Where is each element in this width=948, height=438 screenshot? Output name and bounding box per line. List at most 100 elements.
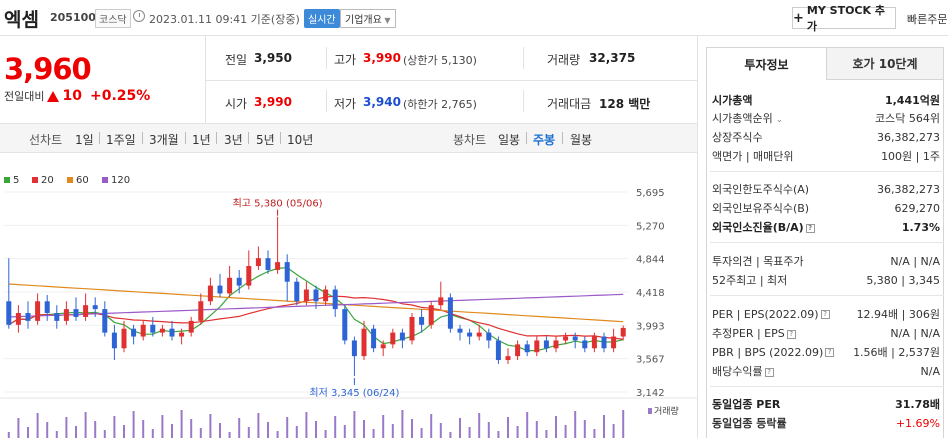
candle-body [131, 328, 137, 337]
tab-weekly[interactable]: 주봉 [533, 133, 556, 147]
realtime-button[interactable]: 실시간 [304, 9, 340, 28]
company-info-label: 기업개요 [345, 15, 382, 26]
volume-bar [276, 431, 279, 438]
tab-1w[interactable]: 1주일 [106, 133, 136, 147]
current-price: 3,960 [4, 52, 92, 86]
divider [216, 132, 217, 144]
volume-bar [55, 431, 58, 438]
volume-bar [353, 411, 356, 438]
volume-bar [103, 430, 106, 438]
candle-body [495, 340, 501, 361]
tab-monthly[interactable]: 월봉 [570, 133, 593, 147]
volume-bar [535, 421, 538, 438]
volume-bar [286, 417, 289, 438]
volume-bar [603, 415, 605, 438]
tab-3y[interactable]: 3년 [224, 133, 243, 147]
volume-bar [372, 429, 375, 438]
dividend-label: 배당수익률 [712, 365, 763, 378]
high-annotation: 최고 5,380 (05/06) [233, 198, 323, 210]
ma-legend-label: 20 [41, 175, 54, 186]
candle-body [371, 328, 377, 349]
tab-daily[interactable]: 일봉 [498, 133, 521, 147]
volume-bar [468, 427, 471, 438]
volume-bar [622, 410, 625, 438]
candle-body [227, 277, 233, 294]
volume-bar [123, 425, 125, 438]
change-value: 10 [62, 88, 82, 104]
candle-body [169, 328, 175, 337]
candle-body [515, 344, 521, 357]
volume-bar [238, 418, 241, 438]
divider [205, 36, 206, 123]
per-value: 12.94배 | 306원 [856, 308, 940, 321]
volume-bar [46, 422, 49, 438]
shares-label: 상장주식수 [712, 131, 763, 144]
divider [523, 47, 524, 69]
divider [248, 132, 249, 144]
y-tick-label: 5,695 [636, 188, 665, 199]
help-icon[interactable]: ? [805, 223, 815, 233]
tab-10y[interactable]: 10년 [287, 133, 314, 147]
foreign-limit-row: 외국인한도주식수(A) 36,382,273 [712, 180, 940, 198]
foreign-ratio-value: 1.73% [901, 220, 940, 234]
chevron-down-icon[interactable]: ⌄ [772, 115, 784, 125]
divider [526, 132, 527, 144]
candle-body [611, 336, 617, 349]
tab-1d[interactable]: 1일 [75, 133, 94, 147]
foreign-limit-label: 외국인한도주식수(A) [712, 183, 810, 196]
help-icon[interactable]: ? [764, 367, 774, 377]
volume-bar [27, 427, 29, 438]
volume-bar [94, 421, 97, 438]
candle-body [447, 297, 453, 329]
help-icon[interactable]: ? [825, 348, 835, 357]
tab-3m[interactable]: 3개월 [149, 133, 179, 147]
prev-close-label: 전일 [225, 53, 248, 67]
per-label: PER | EPS(2022.09) [712, 307, 819, 321]
tab-invest-info[interactable]: 투자정보 [706, 47, 827, 80]
sector-rate-row: 동일업종 등락률 +1.69% [712, 414, 940, 432]
volume-bar [228, 432, 231, 438]
volume-bar [199, 428, 202, 438]
candle-body [54, 313, 60, 321]
volume-bar [430, 414, 433, 438]
volume-bar [449, 432, 452, 438]
ma-legend-label: 5 [13, 175, 19, 186]
volume-bar [343, 425, 346, 438]
tab-1y[interactable]: 1년 [192, 133, 211, 147]
volume-bar [161, 415, 164, 438]
add-mystock-label: MY STOCK 추가 [806, 4, 885, 33]
sector-per-row: 동일업종 PER 31.78배 [712, 395, 940, 413]
divider [523, 90, 524, 112]
tab-5y[interactable]: 5년 [256, 133, 275, 147]
candle-body [15, 313, 21, 325]
market-cap-label: 시가총액 [712, 94, 753, 107]
ma-legend-label: 120 [111, 175, 130, 186]
volume-bar [84, 412, 87, 438]
quick-order-link[interactable]: 빠른주문 [907, 13, 948, 26]
tab-hoga[interactable]: 호가 10단계 [826, 47, 944, 80]
candle-body [543, 340, 549, 349]
y-tick-label: 5,270 [636, 221, 665, 232]
y-tick-label: 3,993 [636, 321, 665, 332]
candle-body [332, 289, 338, 310]
sector-per-value: 31.78배 [895, 398, 940, 411]
divider [710, 295, 944, 296]
candle-body [553, 340, 559, 349]
opinion-label: 투자의견 | 목표주가 [712, 255, 804, 268]
volume-bar [209, 414, 212, 438]
foreign-ratio-label: 외국인소진율(B/A) [712, 221, 804, 234]
ma-legend-swatch [4, 177, 10, 183]
face-value: 100원 | 1주 [881, 150, 940, 163]
shares-value: 36,382,273 [877, 130, 940, 144]
amount-value: 128 백만 [599, 97, 651, 111]
divider [99, 132, 100, 144]
help-icon[interactable]: ? [820, 310, 830, 319]
candle-body [188, 320, 194, 333]
company-info-dropdown[interactable]: 기업개요 ▼ [340, 9, 396, 28]
open-value: 3,990 [254, 95, 292, 109]
ma-legend-swatch [102, 177, 108, 183]
help-icon[interactable]: ? [786, 329, 796, 339]
stock-chart[interactable]: 5 20 60 120 5,695 5,270 4,844 4,418 3,993 3,567 3,… [0, 170, 697, 438]
est-per-row: 추정PER | EPS? N/A | N/A [712, 324, 940, 342]
add-mystock-button[interactable]: + MY STOCK 추가 [792, 4, 896, 33]
